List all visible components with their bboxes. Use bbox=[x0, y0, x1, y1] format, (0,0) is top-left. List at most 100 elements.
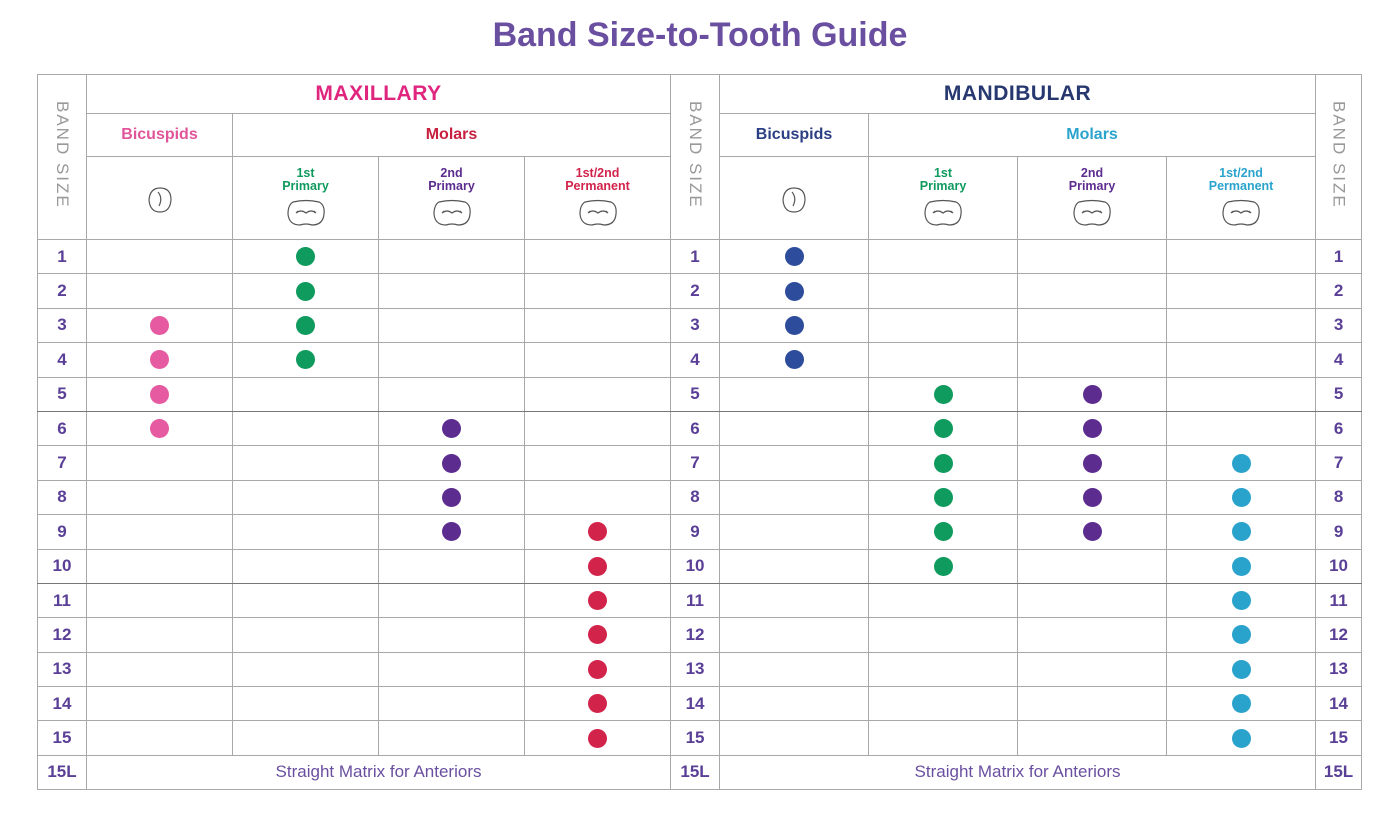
cell bbox=[86, 548, 233, 584]
cell bbox=[719, 410, 870, 447]
cell bbox=[868, 342, 1019, 378]
band-size-label: BAND SIZE bbox=[53, 100, 72, 209]
band-size: 8 bbox=[37, 479, 87, 516]
band-size: 4 bbox=[37, 342, 87, 378]
band-size: 2 bbox=[37, 273, 87, 309]
dot bbox=[588, 625, 608, 645]
cell bbox=[719, 686, 870, 722]
cell bbox=[523, 307, 672, 344]
title: Band Size-to-Tooth Guide bbox=[492, 16, 908, 54]
band-size: 14 bbox=[670, 686, 721, 722]
footer-row: 15L Straight Matrix for Anteriors 15L Strai… bbox=[37, 754, 1363, 790]
dot bbox=[588, 728, 608, 748]
band-row: 10 10 10 bbox=[37, 548, 1363, 584]
band-size: 6 bbox=[1315, 410, 1363, 447]
band-size: 3 bbox=[37, 307, 87, 344]
dot bbox=[1082, 453, 1102, 473]
dot bbox=[1082, 487, 1102, 507]
cell bbox=[1017, 720, 1168, 756]
dot bbox=[150, 350, 169, 370]
cell bbox=[378, 686, 525, 722]
cell bbox=[1166, 617, 1317, 653]
cell bbox=[719, 342, 870, 378]
cell bbox=[1017, 686, 1168, 722]
band-size: 11 bbox=[1315, 582, 1363, 619]
dot bbox=[784, 247, 804, 267]
cell bbox=[719, 514, 870, 550]
dot bbox=[296, 247, 315, 267]
cell bbox=[868, 651, 1019, 688]
footer-note: Straight Matrix for Anteriors bbox=[85, 754, 672, 790]
cell bbox=[86, 238, 233, 275]
band-size: 3 bbox=[670, 307, 721, 344]
column-label: 2nd Primary bbox=[1068, 166, 1116, 193]
cell bbox=[232, 479, 379, 516]
cell bbox=[1166, 479, 1317, 516]
cell bbox=[719, 479, 870, 516]
cell bbox=[1166, 686, 1317, 722]
cell bbox=[1017, 479, 1168, 516]
dot bbox=[1231, 659, 1251, 679]
bicuspid-icon bbox=[147, 187, 172, 213]
cell bbox=[1017, 445, 1168, 481]
band-size: 7 bbox=[670, 445, 721, 481]
group-header: Molars bbox=[868, 113, 1317, 157]
cell bbox=[378, 376, 525, 412]
cell bbox=[1017, 273, 1168, 309]
cell bbox=[868, 617, 1019, 653]
cell bbox=[1017, 651, 1168, 688]
band-size: 14 bbox=[1315, 686, 1363, 722]
band-size: 12 bbox=[37, 617, 87, 653]
dot bbox=[150, 384, 169, 404]
band-size: 11 bbox=[670, 582, 721, 619]
cell bbox=[523, 582, 672, 619]
band-size: 2 bbox=[1315, 273, 1363, 309]
cell bbox=[378, 273, 525, 309]
cell bbox=[232, 238, 379, 275]
cell bbox=[868, 582, 1019, 619]
band-size: 15L bbox=[1315, 754, 1363, 790]
band-size: 8 bbox=[1315, 479, 1363, 516]
dot bbox=[1231, 694, 1251, 714]
band-row: 9 9 9 bbox=[37, 514, 1363, 550]
molar-icon bbox=[1222, 199, 1260, 226]
dot bbox=[933, 384, 953, 404]
cell bbox=[1017, 617, 1168, 653]
dot bbox=[784, 315, 804, 335]
column-header: 1st/2nd Permanent bbox=[1166, 156, 1317, 240]
band-row: 11 11 11 bbox=[37, 582, 1363, 619]
dot bbox=[1231, 487, 1251, 507]
band-row: 13 13 13 bbox=[37, 651, 1363, 688]
dot bbox=[1231, 453, 1251, 473]
band-size: 3 bbox=[1315, 307, 1363, 344]
cell bbox=[232, 617, 379, 653]
dot bbox=[150, 315, 169, 335]
cell bbox=[523, 238, 672, 275]
band-size: 15L bbox=[670, 754, 721, 790]
cell bbox=[86, 686, 233, 722]
cell bbox=[378, 514, 525, 550]
cell bbox=[86, 410, 233, 447]
band-size: 1 bbox=[37, 238, 87, 275]
molar-icon bbox=[432, 199, 471, 226]
section-row: BAND SIZE MAXILLARY BAND SIZE MANDIBULAR BAN… bbox=[37, 74, 1363, 240]
cell bbox=[719, 651, 870, 688]
cell bbox=[523, 445, 672, 481]
cell bbox=[1166, 720, 1317, 756]
cell bbox=[1166, 548, 1317, 584]
cell bbox=[378, 651, 525, 688]
molar-icon bbox=[286, 199, 325, 226]
molar-icon bbox=[578, 199, 617, 226]
band-size: 9 bbox=[670, 514, 721, 550]
dot bbox=[588, 522, 608, 542]
band-size: 10 bbox=[37, 548, 87, 584]
cell bbox=[86, 582, 233, 619]
cell bbox=[523, 720, 672, 756]
band-size-header: BAND SIZE bbox=[670, 74, 721, 240]
band-size-label: BAND SIZE bbox=[1329, 100, 1349, 209]
cell bbox=[86, 342, 233, 378]
dot bbox=[296, 281, 315, 301]
dot bbox=[442, 453, 461, 473]
cell bbox=[232, 582, 379, 619]
